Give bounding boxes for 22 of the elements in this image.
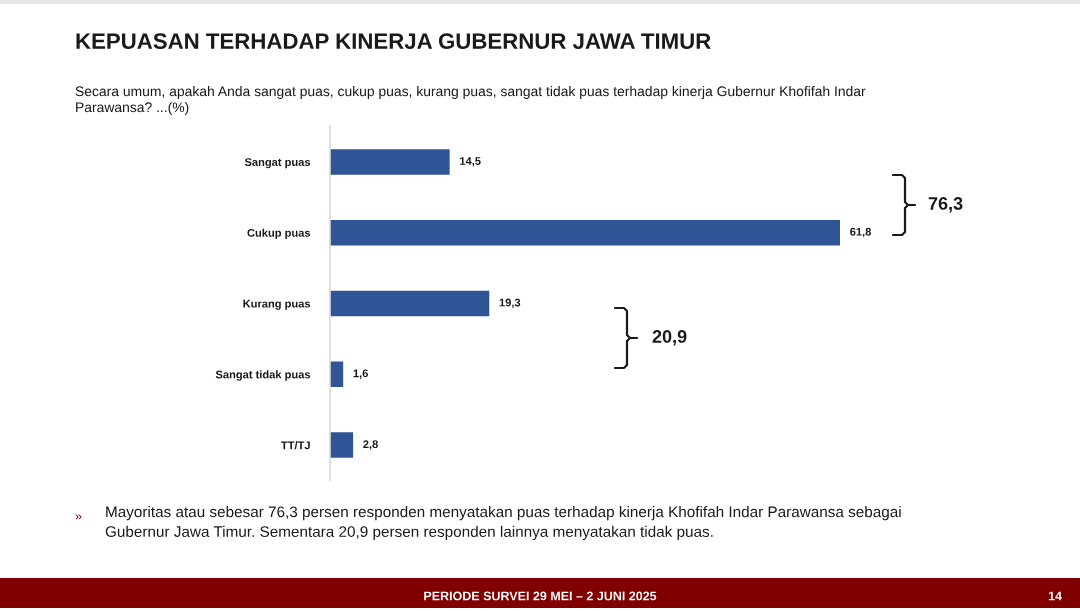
data-label: 1,6 bbox=[353, 369, 368, 379]
text: 14 bbox=[1048, 591, 1062, 601]
y-tick-label: Sangat puas bbox=[244, 158, 311, 169]
data-label: 2,8 bbox=[363, 440, 378, 450]
data-label: 61,8 bbox=[850, 227, 872, 238]
chart-subtitle: Secara umum, apakah Anda sangat puas, cukup puas, kurang puas, sangat tidak puas terhadap kinerja Gubernur Khofifah Indar Parawansa? ...(%) bbox=[75, 86, 866, 115]
text: » bbox=[75, 514, 82, 520]
annotation: 20,9 bbox=[652, 330, 687, 346]
y-tick-label: Kurang puas bbox=[243, 299, 311, 310]
chart-title: KEPUASAN TERHADAP KINERJA GUBERNUR JAWA TIMUR bbox=[76, 33, 711, 49]
y-tick-label: Sangat tidak puas bbox=[215, 370, 311, 381]
bar bbox=[330, 149, 450, 175]
data-label: 19,3 bbox=[499, 298, 521, 309]
y-tick-label: Cukup puas bbox=[247, 228, 311, 240]
text: PERIODE SURVEI 29 MEI – 2 JUNI 2025 bbox=[424, 591, 657, 601]
y-tick-label: TT/TJ bbox=[281, 441, 310, 450]
text: Mayoritas atau sebesar 76,3 persen responden menyatakan puas terhadap kinerja Khofifah Indar Parawansa sebagai Gubernur Jawa Timur. Sementara 20,9 persen responden lainnya menyatakan tidak puas. bbox=[105, 506, 901, 541]
bar bbox=[330, 219, 840, 246]
data-label: 14,5 bbox=[460, 157, 481, 167]
text: 76,3 bbox=[928, 197, 963, 213]
bar bbox=[330, 432, 354, 458]
bar bbox=[330, 290, 490, 317]
